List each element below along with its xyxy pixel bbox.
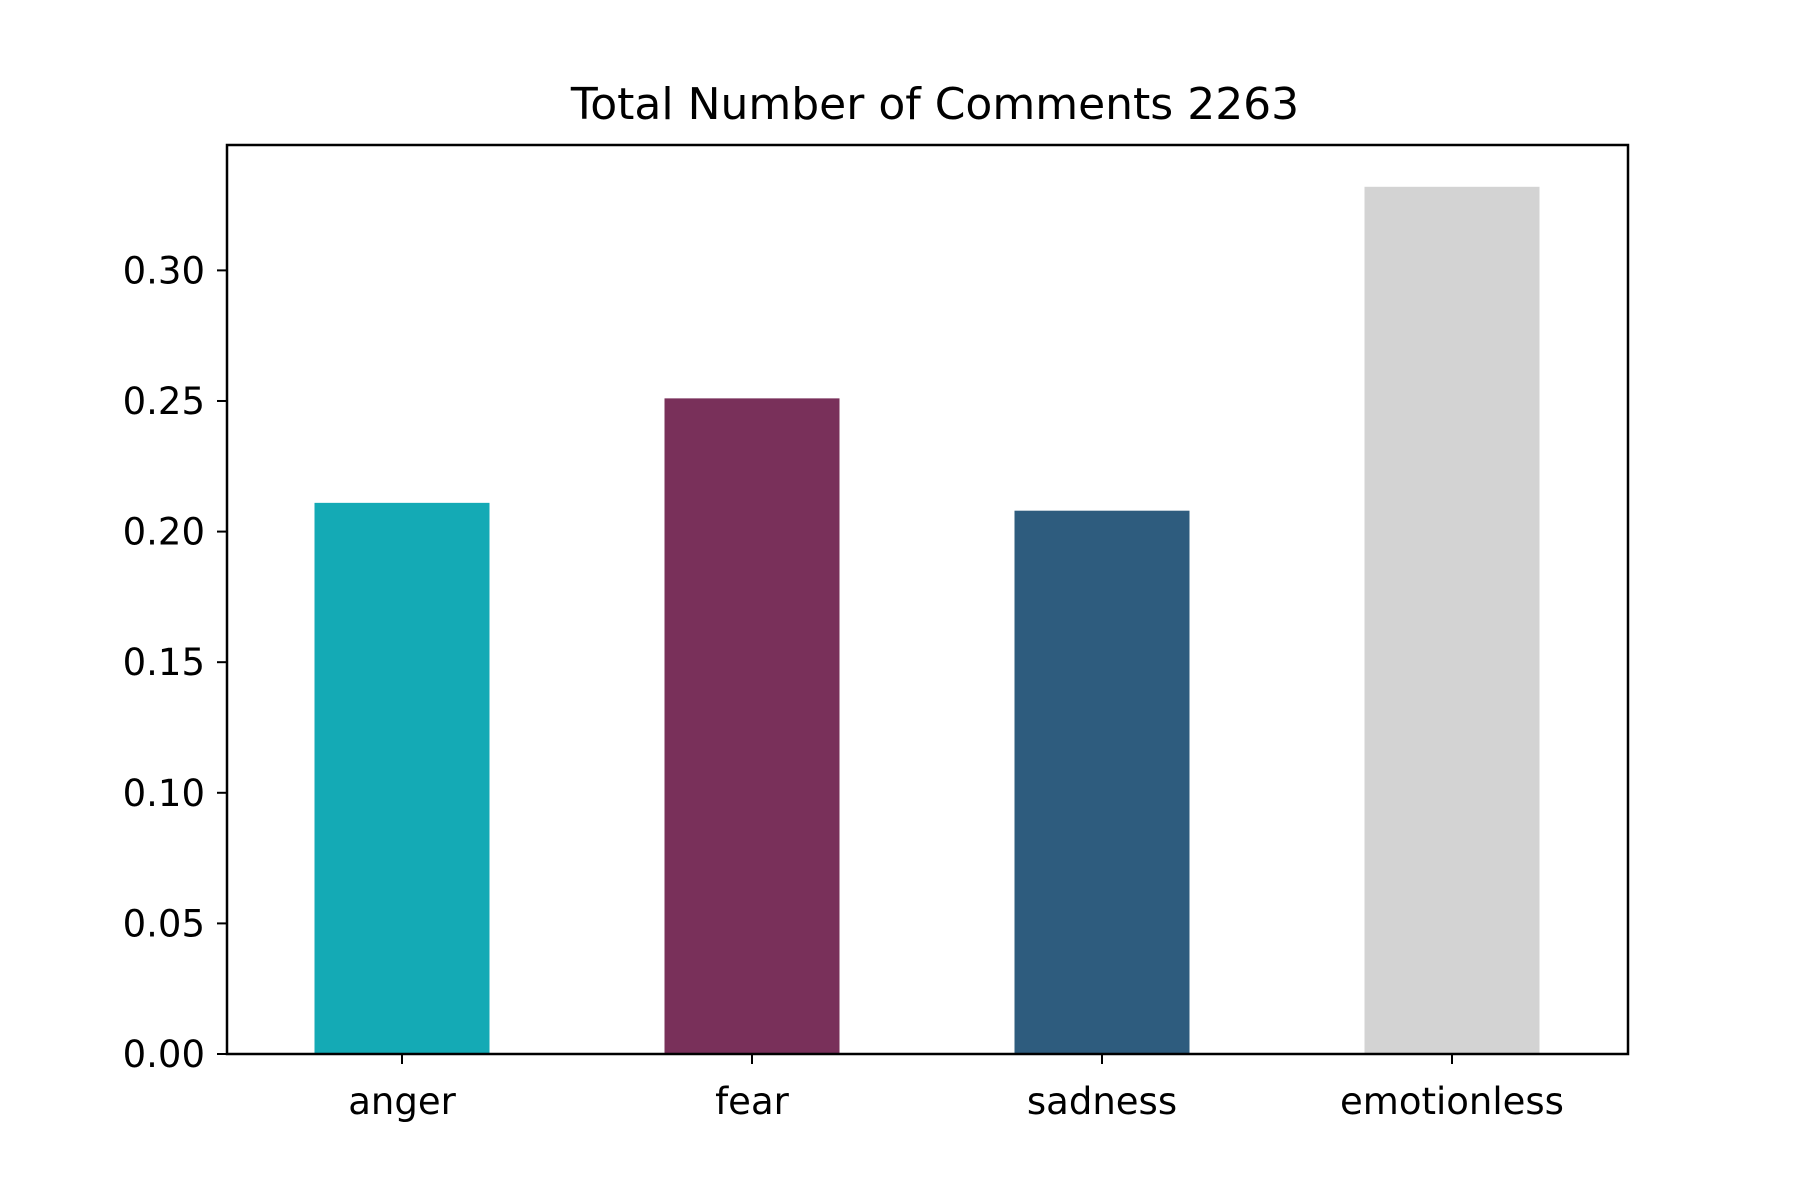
plot-frame [225,143,1630,1056]
bars-layer [314,186,1540,1055]
bar-anger [314,502,490,1054]
x-tick-label-fear: fear [715,1080,789,1123]
y-tick-label: 0.10 [123,772,205,815]
bar-fear [664,398,840,1054]
y-tick-label: 0.05 [123,902,205,945]
bar-sadness [1014,510,1190,1054]
y-axis: 0.00 0.05 0.10 0.15 0.20 0.25 0.30 [123,249,227,1076]
y-tick-label: 0.00 [123,1033,205,1076]
x-axis: anger fear sadness emotionless [348,1054,1564,1123]
y-tick-label: 0.25 [123,380,205,423]
x-tick-label-sadness: sadness [1027,1080,1177,1123]
bar-emotionless [1364,186,1540,1055]
y-tick-label: 0.30 [123,249,205,292]
y-tick-label: 0.15 [123,641,205,684]
chart-title: Total Number of Comments 2263 [570,79,1299,130]
x-tick-label-emotionless: emotionless [1340,1080,1564,1123]
x-tick-label-anger: anger [348,1080,456,1123]
y-tick-label: 0.20 [123,511,205,554]
